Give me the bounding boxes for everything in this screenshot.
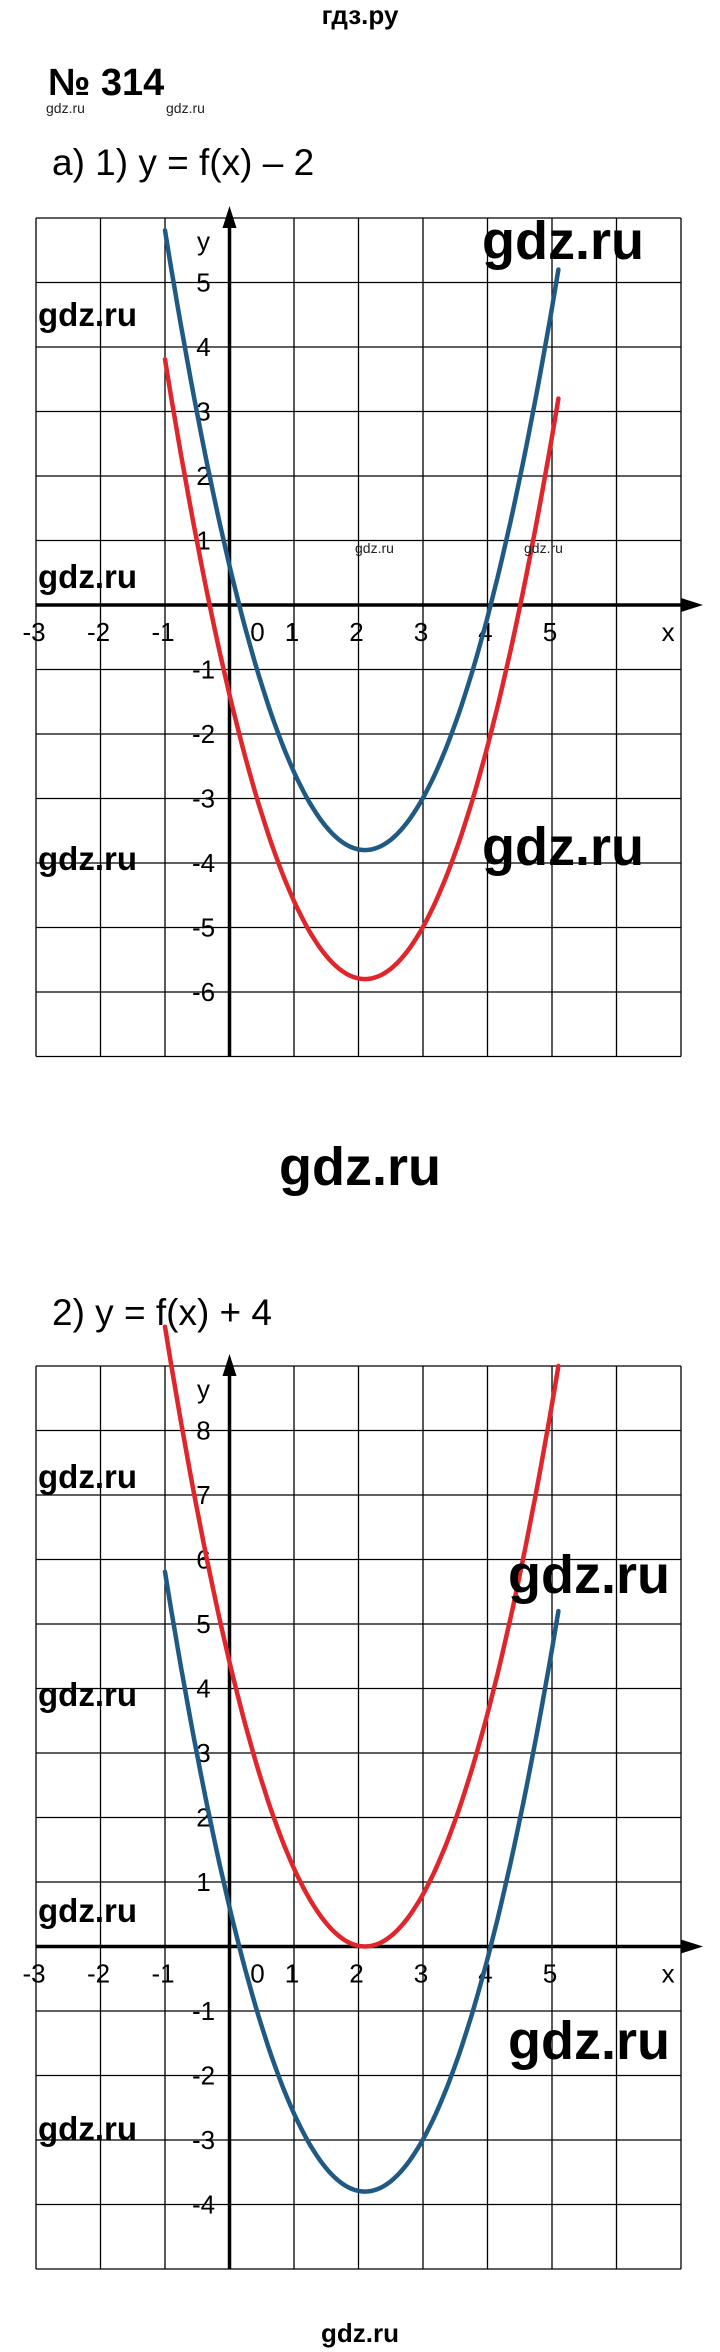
y-tick-label: 4	[196, 1674, 210, 1704]
x-tick-label: -1	[151, 617, 174, 647]
watermark: gdz.ru	[38, 1892, 137, 1929]
x-tick-label: 3	[414, 1959, 428, 1989]
y-tick-label: -3	[192, 2125, 215, 2155]
series-red-parabola	[162, 1324, 561, 1949]
x-tick-label: -2	[87, 617, 110, 647]
y-tick-label: -2	[192, 719, 215, 749]
x-tick-label: 0	[250, 1959, 264, 1989]
x-tick-label: 5	[543, 617, 557, 647]
watermark: gdz.ru	[38, 840, 137, 877]
watermark: gdz.ru	[38, 1458, 137, 1495]
y-tick-label: -5	[192, 913, 215, 943]
y-tick-label: -4	[192, 848, 215, 878]
watermark: gdz.ru	[38, 296, 137, 333]
x-tick-label: -3	[22, 617, 45, 647]
y-tick-label: -2	[192, 2061, 215, 2091]
site-header: гдз.ру	[321, 0, 399, 30]
x-tick-label: -1	[151, 1959, 174, 1989]
y-tick-label: 5	[196, 268, 210, 298]
watermark: gdz.ru	[46, 100, 85, 116]
x-tick-label: 2	[349, 1959, 363, 1989]
x-tick-label: -3	[22, 1959, 45, 1989]
x-tick-label: 5	[543, 1959, 557, 1989]
x-tick-label: 2	[349, 617, 363, 647]
watermark: gdz.ru	[524, 540, 563, 556]
y-tick-label: -1	[192, 1996, 215, 2026]
watermark: gdz.ru	[482, 211, 644, 271]
x-axis-label: x	[662, 617, 675, 647]
y-axis-label: y	[197, 1374, 210, 1404]
chart-1-title: а) 1) y = f(x) – 2	[52, 142, 315, 183]
series-red-parabola	[162, 357, 561, 982]
y-axis-arrow	[222, 1354, 237, 1376]
x-axis-arrow	[681, 598, 703, 612]
watermark: gdz.ru	[166, 100, 205, 116]
site-footer: gdz.ru	[321, 2318, 399, 2348]
y-tick-label: -3	[192, 784, 215, 814]
x-axis-arrow	[681, 1939, 703, 1954]
watermark: gdz.ru	[508, 1545, 670, 1605]
watermark-center: gdz.ru	[279, 1137, 441, 1197]
watermark: gdz.ru	[38, 2110, 137, 2147]
y-tick-label: 8	[196, 1416, 210, 1446]
problem-number: № 314	[48, 62, 165, 104]
x-tick-label: 1	[285, 1959, 299, 1989]
y-tick-label: 7	[196, 1480, 210, 1510]
y-axis-arrow	[222, 206, 237, 228]
y-tick-label: 1	[196, 1867, 210, 1897]
x-tick-label: 3	[414, 617, 428, 647]
watermark: gdz.ru	[38, 558, 137, 595]
series-blue-parabola	[162, 1569, 561, 2194]
x-tick-label: 1	[285, 617, 299, 647]
watermark: gdz.ru	[508, 2011, 670, 2071]
watermark: gdz.ru	[38, 1676, 137, 1713]
y-axis-label: y	[197, 226, 210, 256]
x-tick-label: 0	[250, 617, 264, 647]
y-tick-label: -4	[192, 2190, 215, 2220]
chart-2-title: 2) y = f(x) + 4	[52, 1292, 273, 1333]
y-tick-label: -1	[192, 655, 215, 685]
x-axis-label: x	[662, 1959, 675, 1989]
series-blue-parabola	[162, 228, 561, 853]
watermark: gdz.ru	[355, 540, 394, 556]
x-tick-label: -2	[87, 1959, 110, 1989]
y-tick-label: 4	[196, 332, 210, 362]
y-tick-label: 5	[196, 1609, 210, 1639]
y-tick-label: -6	[192, 977, 215, 1007]
watermark: gdz.ru	[482, 817, 644, 877]
